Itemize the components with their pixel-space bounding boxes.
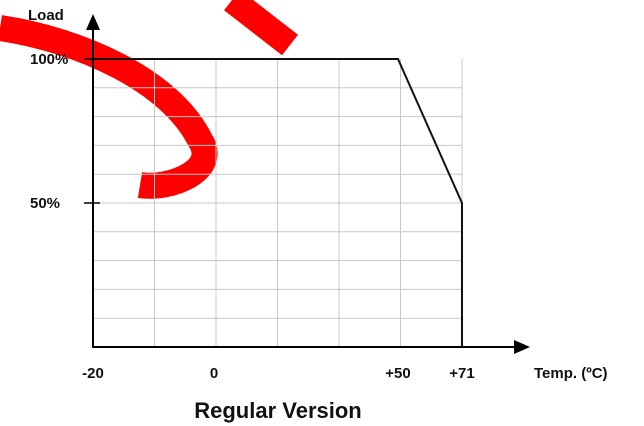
x-axis-arrow [514,340,530,354]
x-tick-labels: -20 0 +50 +71 [82,365,475,382]
y-tick-label: 50% [30,195,60,212]
x-tick-label: 0 [210,365,218,382]
x-axis-label: Temp. (ºC) [534,365,608,382]
x-tick-label: +50 [385,365,410,382]
chart-axes [86,14,530,354]
y-tick-label: 100% [30,51,68,68]
y-tick-labels: 100% 50% [30,51,100,212]
derating-curve-line [93,58,463,347]
chart-caption: Regular Version [194,398,362,423]
x-tick-label: +71 [449,365,474,382]
chart-grid [93,59,463,347]
y-axis-arrow [86,14,100,30]
x-tick-label: -20 [82,365,104,382]
watermark [0,0,298,199]
y-axis-label: Load [28,7,64,24]
